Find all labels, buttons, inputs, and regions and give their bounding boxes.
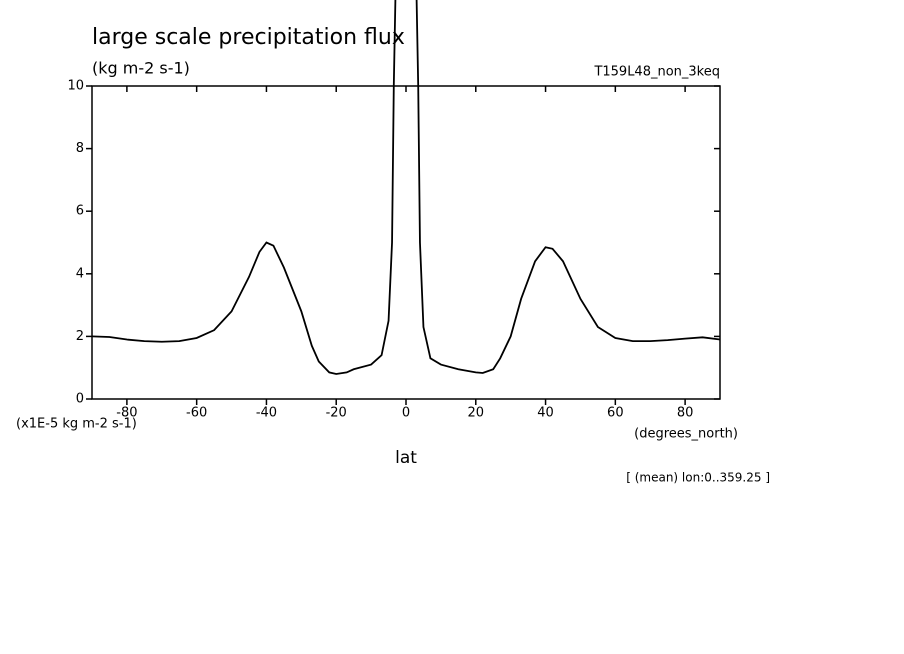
x-tick-label: -80 bbox=[116, 406, 137, 421]
plot-frame bbox=[91, 85, 721, 400]
chart-title: large scale precipitation flux bbox=[92, 25, 405, 50]
chart-subtitle: (kg m-2 s-1) bbox=[92, 59, 190, 78]
y-tick-label: 4 bbox=[76, 266, 84, 281]
x-tick-label: 40 bbox=[537, 406, 554, 421]
x-tick-label: -20 bbox=[326, 406, 347, 421]
run-label: T159L48_non_3keq bbox=[593, 65, 720, 80]
x-tick-label: 20 bbox=[468, 406, 485, 421]
y-tick-label: 10 bbox=[67, 79, 84, 94]
data-line bbox=[91, 0, 721, 375]
y-tick-label: 2 bbox=[76, 329, 84, 344]
x-tick-label: 0 bbox=[402, 406, 410, 421]
y-tick-label: 6 bbox=[76, 204, 84, 219]
y-unit-label: (x1E-5 kg m-2 s-1) bbox=[16, 417, 137, 432]
y-tick-label: 8 bbox=[76, 141, 84, 156]
x-axis-label: lat bbox=[395, 448, 417, 468]
x-tick-label: 60 bbox=[607, 406, 624, 421]
y-tick-label: 0 bbox=[76, 392, 84, 407]
x-tick-label: -40 bbox=[256, 406, 277, 421]
x-tick-label: -60 bbox=[186, 406, 207, 421]
x-unit-label: (degrees_north) bbox=[634, 427, 738, 442]
annotation: [ (mean) lon:0..359.25 ] bbox=[626, 471, 770, 485]
x-tick-label: 80 bbox=[677, 406, 694, 421]
